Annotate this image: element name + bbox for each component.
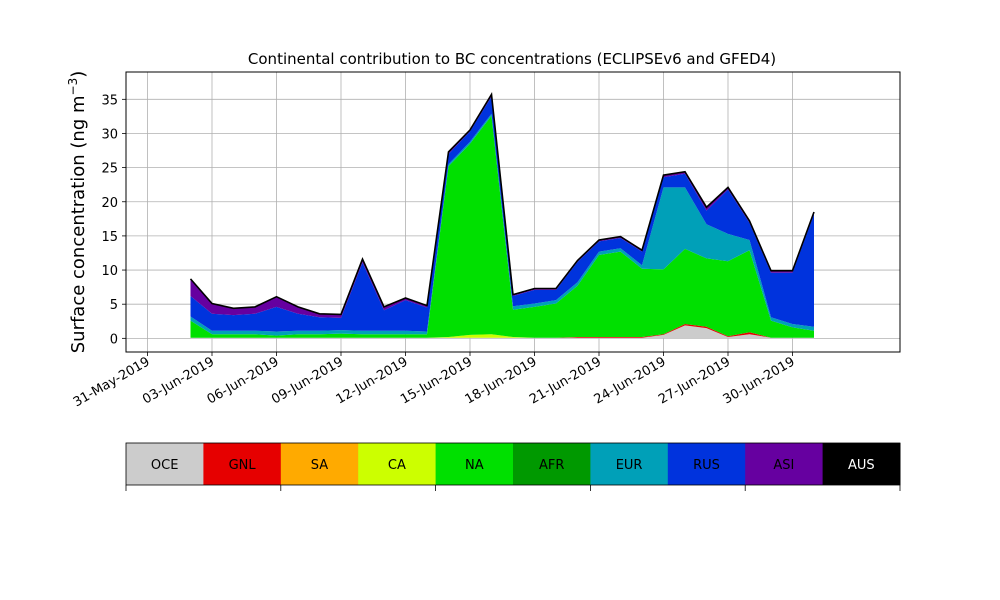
total-outline: [189, 92, 815, 316]
legend-swatch-afr: [513, 443, 591, 485]
legend-label-aus: AUS: [848, 458, 875, 473]
x-tick-label: 31-May-2019: [71, 354, 153, 410]
legend-swatch-eur: [590, 443, 669, 485]
x-tick-label: 15-Jun-2019: [398, 354, 475, 407]
x-tick-label: 21-Jun-2019: [527, 354, 604, 407]
legend-label-afr: AFR: [539, 458, 564, 473]
plot-frame: [125, 71, 901, 353]
y-tick-label: 5: [110, 298, 118, 313]
legend-label-na: NA: [465, 458, 484, 473]
plot-area: [125, 71, 901, 353]
y-tick-label: 15: [101, 230, 118, 245]
x-tick-label: 06-Jun-2019: [205, 354, 282, 407]
y-tick-label: 20: [101, 196, 118, 211]
legend-frame: [125, 442, 901, 486]
legend-label-eur: EUR: [616, 458, 643, 473]
legend-swatch-asi: [745, 443, 824, 485]
legend-label-gnl: GNL: [229, 458, 257, 473]
x-tick-label: 03-Jun-2019: [140, 354, 217, 407]
y-axis-label-close: ): [68, 71, 89, 78]
legend-label-oce: OCE: [151, 458, 179, 473]
legend-swatch-ca: [358, 443, 437, 485]
legend-swatch-oce: [126, 443, 204, 485]
x-tick-label: 24-Jun-2019: [592, 354, 669, 407]
legend-swatch-rus: [667, 443, 746, 485]
y-tick-label: 25: [101, 162, 118, 177]
area-series-oce: [190, 325, 814, 339]
legend-swatch-aus: [822, 443, 901, 485]
y-tick-label: 35: [101, 93, 118, 108]
area-series-eur: [190, 113, 814, 336]
x-tick-label: 09-Jun-2019: [269, 354, 346, 407]
stacked-areas: [190, 94, 814, 339]
legend-label-sa: SA: [311, 458, 328, 473]
colorbar-legend: OCE GNL SA CA NA AFR EUR RUS ASI AUS: [125, 442, 901, 491]
y-tick-label: 0: [110, 332, 118, 347]
x-tick-label: 12-Jun-2019: [334, 354, 411, 407]
legend-swatch-na: [435, 443, 514, 485]
legend-swatch-sa: [280, 443, 359, 485]
x-tick-label: 27-Jun-2019: [656, 354, 733, 407]
x-tick-label: 30-Jun-2019: [721, 354, 798, 407]
x-tick-label: 18-Jun-2019: [463, 354, 540, 407]
y-tick-label: 30: [101, 127, 118, 142]
y-axis-label: Surface concentration (ng m−3): [66, 71, 89, 354]
chart-title: Continental contribution to BC concentra…: [248, 50, 776, 68]
legend-label-asi: ASI: [773, 458, 794, 473]
y-axis-label-exponent: −3: [66, 78, 80, 96]
legend-label-ca: CA: [388, 458, 406, 473]
y-axis-label-main: Surface concentration (ng m: [68, 95, 89, 353]
area-series-na: [190, 115, 814, 338]
legend-swatch-gnl: [203, 443, 282, 485]
x-axis-ticks: 31-May-201903-Jun-201906-Jun-201909-Jun-…: [71, 352, 798, 410]
y-tick-label: 10: [101, 264, 118, 279]
y-axis-ticks: 0 5 10 15 20 25 30 35: [101, 93, 126, 347]
legend-label-rus: RUS: [693, 458, 720, 473]
